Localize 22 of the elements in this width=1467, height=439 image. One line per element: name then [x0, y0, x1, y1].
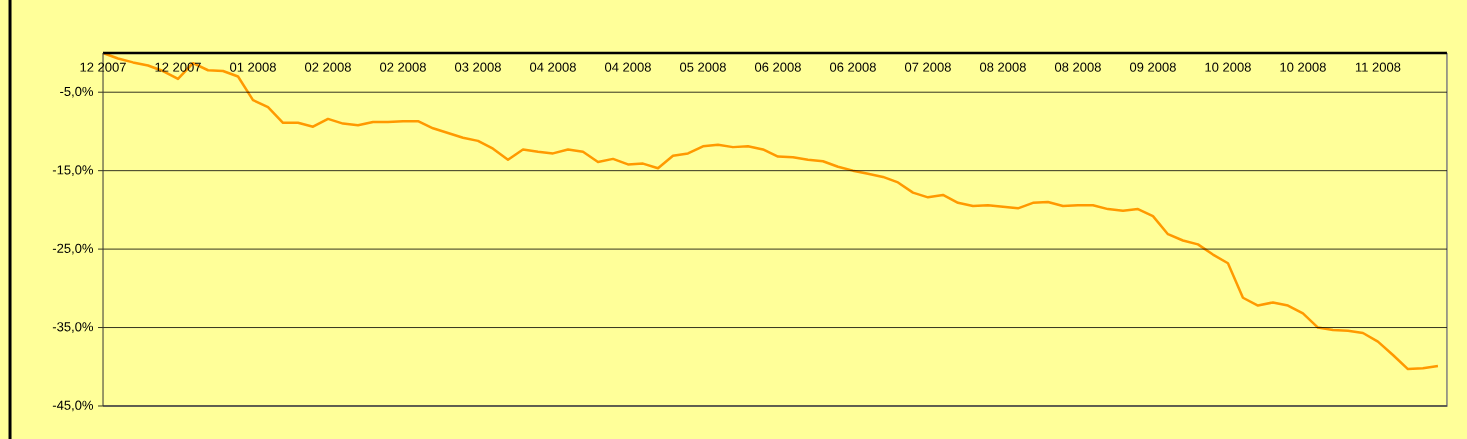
y-tick-label: -5,0% [60, 86, 94, 98]
y-tick-label: -45,0% [52, 400, 94, 412]
x-tick-label: 04 2008 [530, 62, 576, 72]
x-tick-label: 01 2008 [230, 62, 276, 72]
x-tick-label: 10 2008 [1205, 62, 1251, 72]
y-tick-label: -15,0% [52, 165, 94, 177]
x-tick-label: 09 2008 [1129, 62, 1176, 72]
x-tick-label: 08 2008 [1054, 62, 1101, 72]
x-tick-label: 06 2008 [829, 62, 876, 72]
x-tick-label: 05 2008 [679, 62, 726, 72]
y-tick-label: -25,0% [52, 243, 94, 255]
x-tick-label: 02 2008 [305, 62, 351, 72]
y-tick-label: -35,0% [52, 322, 94, 333]
x-tick-label: 12 2007 [80, 62, 126, 72]
x-tick-label: 04 2008 [605, 62, 651, 72]
x-tick-label: 11 2008 [1355, 62, 1401, 72]
x-tick-label: 07 2008 [904, 62, 951, 72]
x-tick-label: 10 2008 [1280, 62, 1326, 72]
x-tick-label: 08 2008 [979, 62, 1026, 72]
x-tick-label: 06 2008 [754, 62, 801, 72]
x-tick-label: 03 2008 [455, 62, 501, 72]
x-tick-label: 02 2008 [380, 62, 426, 72]
